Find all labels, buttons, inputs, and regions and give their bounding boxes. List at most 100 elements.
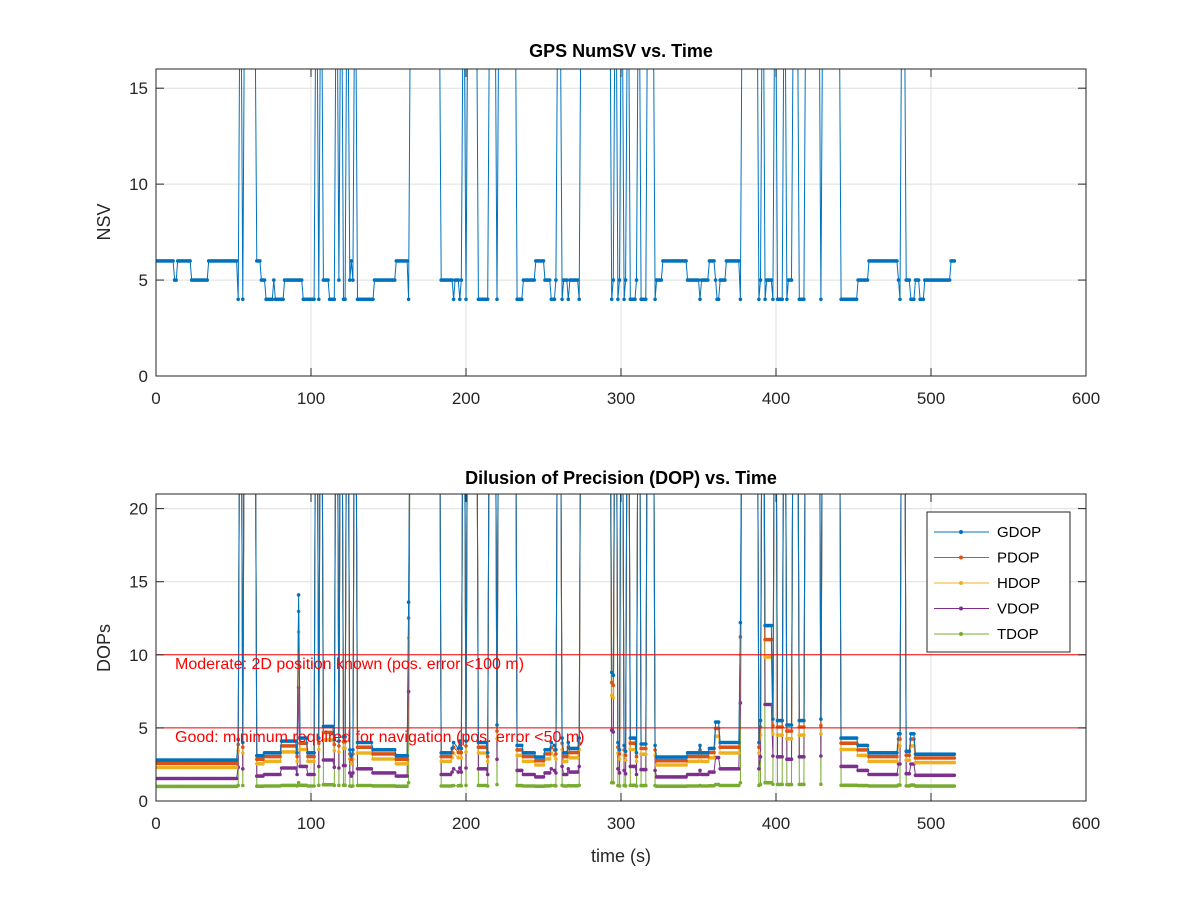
axes-dop: 0 100 200 300 400 500 600 0 5 10 15 20 Moderate: 2D…	[94, 468, 1100, 866]
legend-marker-vdop	[959, 606, 963, 611]
dop-pdop-point	[292, 744, 296, 748]
dop-gdop-point	[609, 670, 614, 675]
numsv-line	[321, 69, 337, 300]
dop-hdop-point	[778, 733, 783, 737]
dop-hdop-markers	[653, 653, 743, 767]
dop-tdop-point	[768, 780, 772, 785]
dop-pdop-point	[403, 757, 408, 762]
dop-tdop-markers	[616, 783, 622, 788]
dop-tdop-point	[642, 783, 647, 788]
dop-vdop-point	[853, 764, 857, 769]
numsv-point	[563, 278, 567, 282]
dop-vdop-point	[623, 771, 628, 776]
dop-vdop-point	[735, 767, 740, 771]
dop-gdop-point	[546, 748, 550, 752]
numsv-point	[464, 297, 468, 302]
numsv-point	[713, 278, 718, 282]
numsv-point	[349, 259, 354, 263]
dop-pdop-markers	[464, 744, 468, 748]
dop-hdop-markers	[337, 750, 341, 754]
dop-pdop-point	[540, 758, 544, 763]
dop-gdop-point	[757, 740, 761, 745]
numsv-markers	[628, 278, 639, 302]
dop-gdop-point	[451, 740, 456, 745]
dop-tdop-markers	[839, 783, 902, 788]
dop-pdop-point	[530, 754, 535, 759]
dop-pdop-point	[710, 750, 715, 755]
dop-hdop-markers	[775, 733, 784, 737]
dop-hdop-point	[310, 759, 315, 764]
dop-gdop-point	[349, 753, 354, 758]
dop-gdop-markers	[839, 732, 902, 755]
dop-vdop-point	[698, 768, 702, 773]
numsv-markers	[348, 259, 355, 282]
dop-vdop-point	[617, 771, 622, 775]
dop-vdop-point	[642, 767, 647, 772]
dop-tdop-markers	[628, 783, 639, 788]
dop-hdop-point	[317, 747, 321, 752]
dop-vdop-markers	[616, 767, 622, 775]
numsv-point	[241, 297, 245, 302]
dop-gdop-point	[738, 620, 743, 625]
numsv-point	[716, 297, 721, 302]
x-tick-label: 0	[151, 389, 160, 408]
numsv-point	[391, 278, 395, 282]
dop-hdop-point	[295, 759, 299, 764]
dop-pdop-markers	[653, 635, 743, 763]
dop-pdop-point	[771, 723, 775, 728]
dop-hdop-point	[368, 751, 372, 755]
dop-hdop-point	[391, 757, 395, 761]
dop-tdop-markers	[757, 782, 763, 788]
dop-gdop-markers	[653, 620, 743, 759]
dop-hdop-point	[642, 752, 647, 756]
dop-pdop-point	[853, 741, 857, 745]
dop-tdop-point	[540, 784, 544, 788]
dop-tdop-markers	[653, 780, 743, 788]
dop-tdop-point	[403, 784, 408, 788]
dop-vdop-markers	[476, 767, 490, 777]
dop-gdop-point	[292, 739, 296, 743]
numsv-point	[698, 297, 702, 302]
numsv-markers	[341, 297, 347, 302]
dop-tdop-markers	[785, 782, 794, 787]
dop-hdop-point	[623, 758, 628, 762]
dop-gdop-point	[343, 734, 347, 739]
numsv-point	[174, 278, 178, 282]
dop-tdop-markers	[348, 784, 355, 788]
dop-hdop-point	[715, 734, 719, 739]
dop-vdop-point	[451, 767, 456, 771]
numsv-markers	[495, 297, 499, 302]
numsv-point	[256, 259, 261, 263]
x-tick-label: 100	[297, 389, 325, 408]
numsv-point	[268, 297, 273, 302]
dop-vdop-point	[622, 768, 626, 773]
dop-tdop-point	[577, 783, 581, 788]
dop-gdop-markers	[628, 736, 639, 755]
dop-vdop-point	[906, 771, 910, 776]
dop-pdop-point	[368, 745, 372, 749]
dop-tdop-markers	[622, 783, 628, 788]
dop-vdop-point	[403, 774, 408, 778]
dop-hdop-point	[950, 760, 955, 765]
numsv-point	[710, 259, 715, 263]
dop-tdop-point	[549, 783, 554, 788]
dop-gdop-markers	[464, 739, 468, 743]
dop-pdop-point	[893, 754, 898, 759]
dop-tdop-point	[682, 784, 687, 788]
dop-gdop-point	[391, 748, 395, 752]
dop-tdop-markers	[515, 783, 558, 788]
dop-gdop-point	[329, 724, 333, 729]
dop-gdop-point	[482, 740, 487, 745]
dop-tdop-point	[788, 782, 792, 787]
dop-tdop-point	[368, 783, 372, 788]
dop-gdop-point	[464, 739, 468, 743]
numsv-point	[451, 297, 456, 302]
numsv-line	[622, 69, 628, 300]
dop-pdop-point	[482, 745, 487, 749]
dop-gdop-point	[540, 755, 544, 759]
dop-vdop-point	[447, 772, 451, 777]
dop-gdop-point	[611, 673, 616, 678]
dop-vdop-markers	[321, 758, 337, 769]
x-tick-label: 500	[917, 814, 945, 833]
dop-vdop-point	[343, 763, 347, 768]
